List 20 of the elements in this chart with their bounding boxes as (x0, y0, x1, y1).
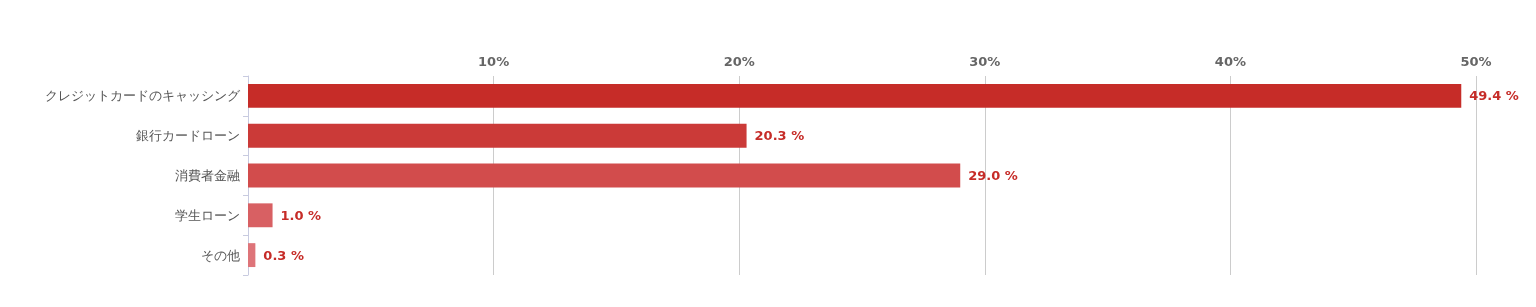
bar (248, 123, 747, 148)
x-tick-label: 40% (1214, 54, 1246, 69)
x-tick-label: 50% (1460, 54, 1492, 69)
bar (248, 203, 273, 228)
y-tick-label: クレジットカードのキャッシング (45, 88, 241, 104)
y-tick-label: 銀行カードローン (136, 128, 240, 144)
x-tick-label: 30% (969, 54, 1001, 69)
data-label: 0.3 % (263, 247, 304, 263)
bar (248, 163, 961, 188)
data-label: 29.0 % (968, 168, 1018, 183)
y-tick-label: 消費者金融 (175, 168, 240, 183)
x-tick-label: 20% (723, 54, 755, 69)
y-tick-label: その他 (201, 247, 240, 263)
data-label: 1.0 % (280, 207, 322, 223)
bar (248, 243, 256, 268)
data-label: 20.3 % (754, 128, 805, 144)
x-tick-label: 10% (478, 54, 510, 69)
data-label: 49.4 % (1469, 88, 1519, 104)
y-tick-label: 学生ローン (175, 207, 240, 223)
bar (248, 83, 1462, 108)
